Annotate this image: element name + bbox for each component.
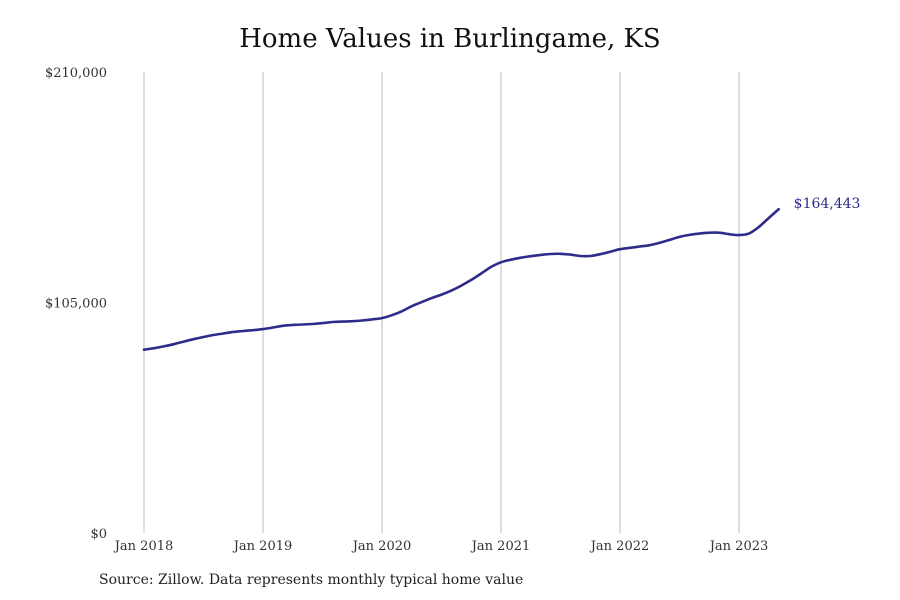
end-value-label: $164,443: [794, 196, 861, 212]
gridlines: [143, 72, 740, 533]
chart-title: Home Values in Burlingame, KS: [239, 24, 661, 54]
x-tick-label: Jan 2022: [589, 539, 650, 554]
series-layer: $164,443: [142, 196, 861, 351]
y-tick-label: $105,000: [45, 297, 107, 312]
x-tick-label: Jan 2019: [232, 539, 293, 554]
source-note: Source: Zillow. Data represents monthly …: [99, 572, 524, 588]
x-tick-label: Jan 2020: [351, 539, 412, 554]
x-tick-label: Jan 2021: [470, 539, 531, 554]
x-tick-label: Jan 2023: [708, 539, 769, 554]
y-tick-label: $210,000: [45, 66, 107, 81]
y-tick-label: $0: [90, 527, 107, 542]
series-line: [142, 207, 780, 351]
x-tick-label: Jan 2018: [113, 539, 174, 554]
axis-labels: Jan 2018 Jan 2019 Jan 2020 Jan 2021 Jan 2022…: [45, 66, 768, 554]
